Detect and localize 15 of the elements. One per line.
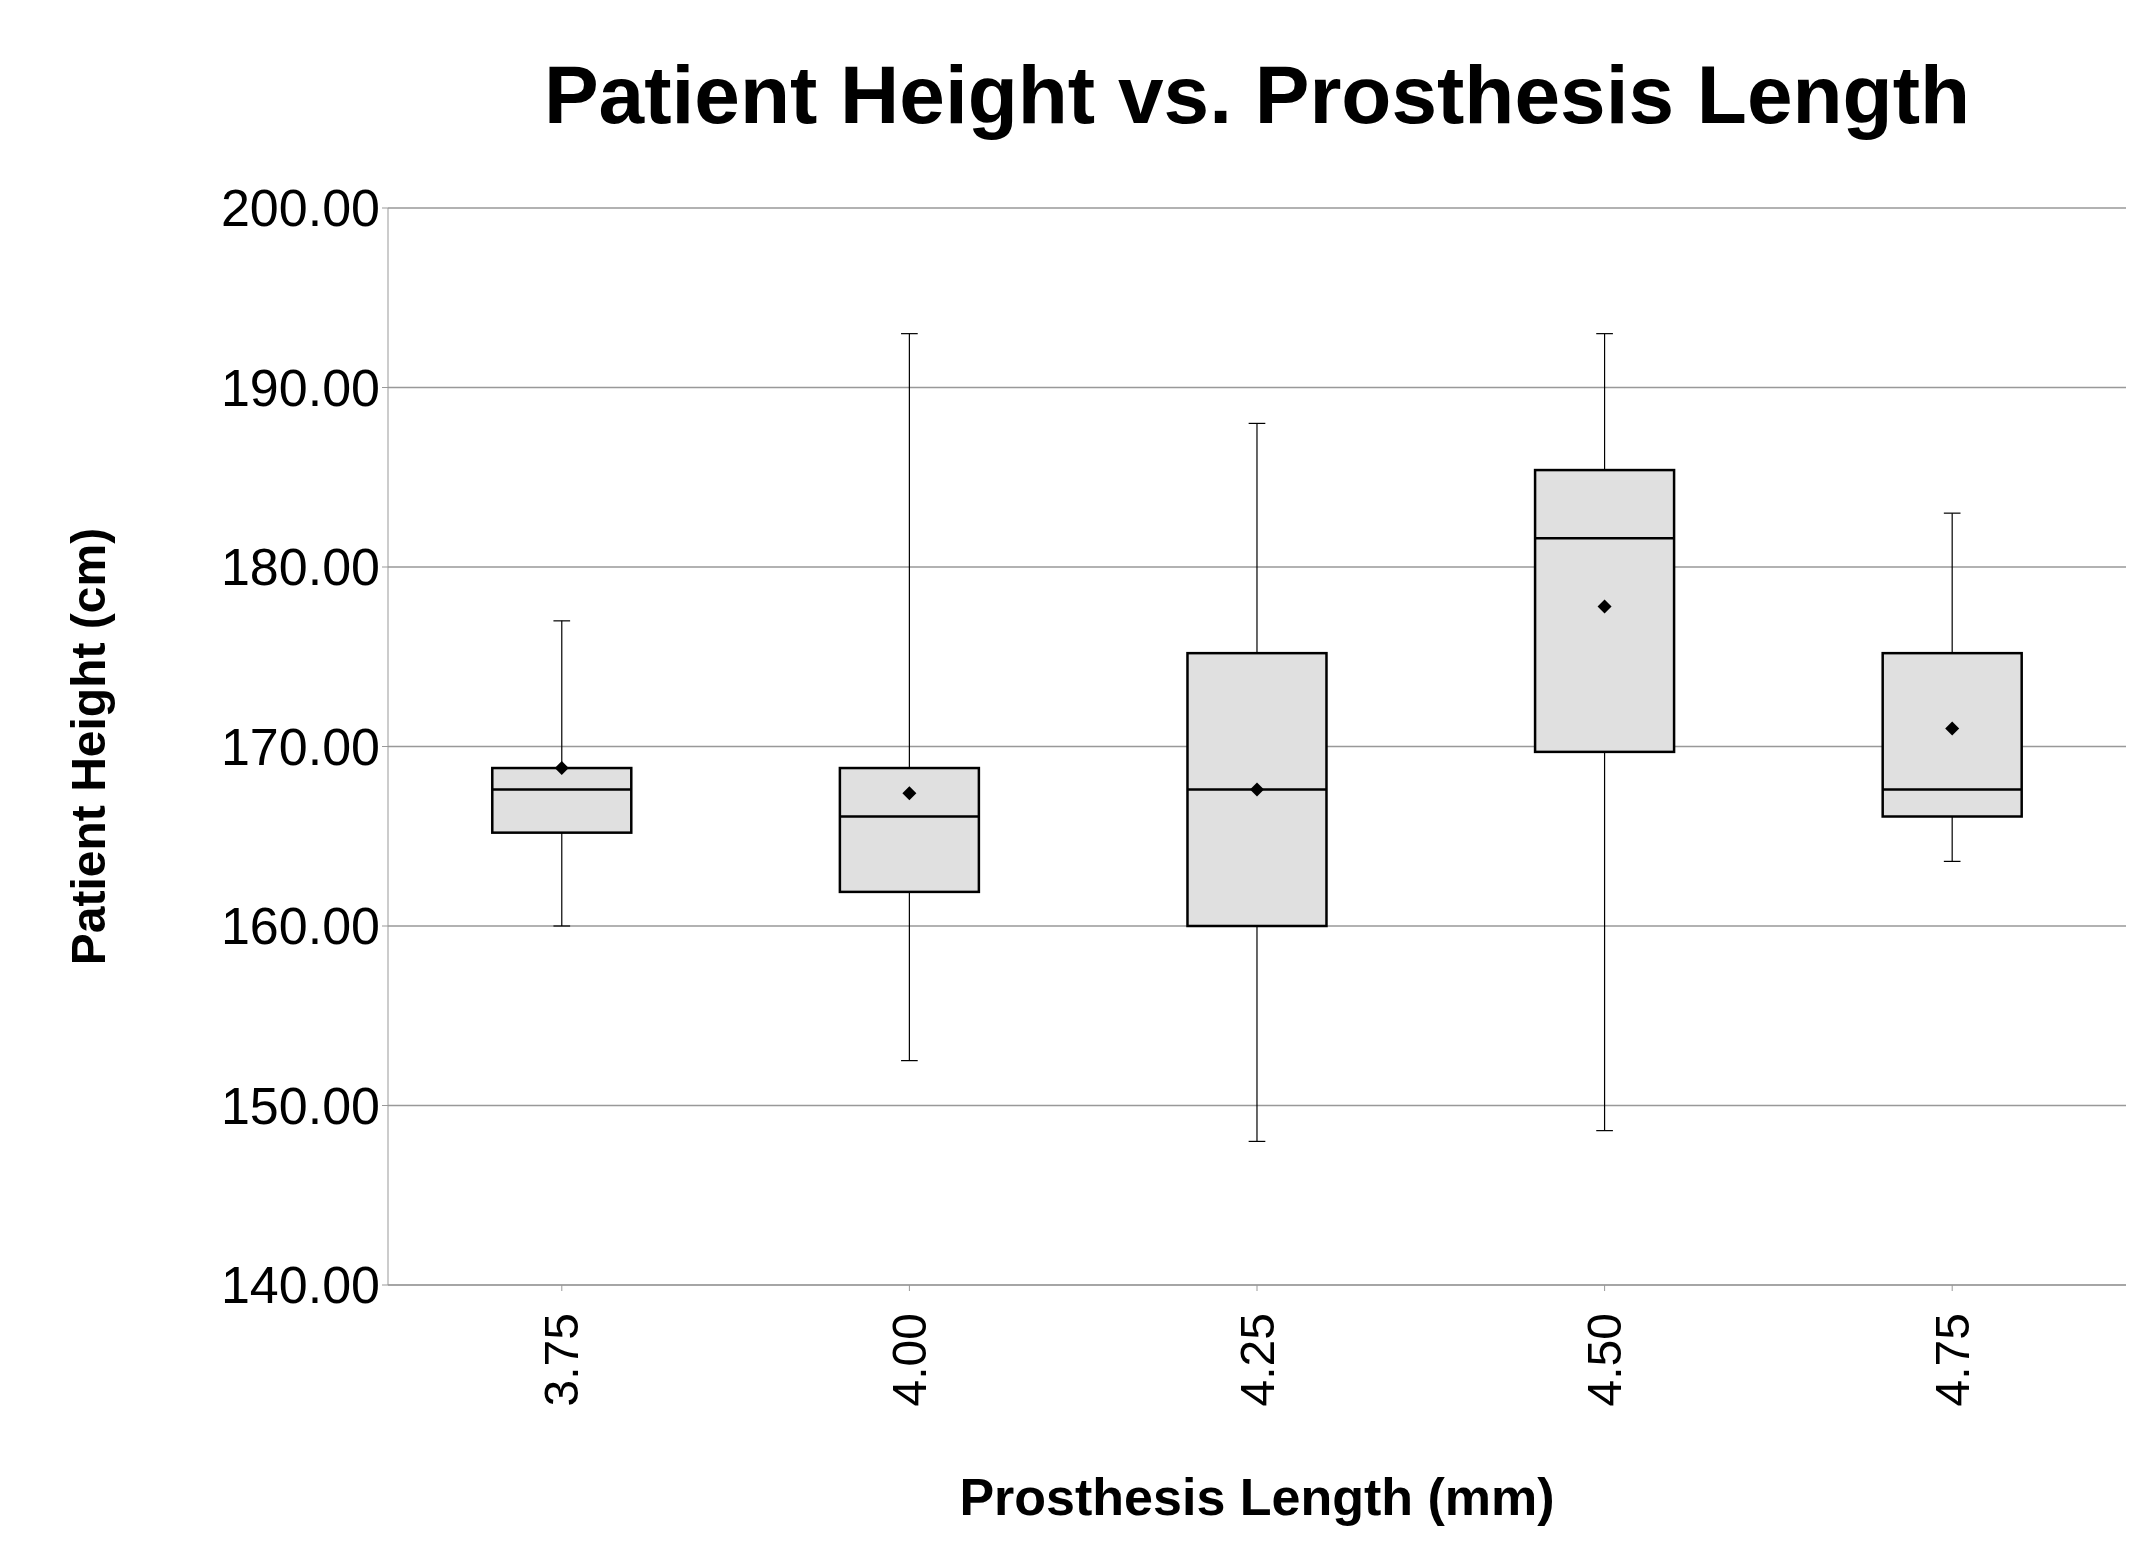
chart-title: Patient Height vs. Prosthesis Length: [542, 48, 1972, 142]
y-tick-label: 190.00: [220, 358, 380, 417]
y-tick-label: 150.00: [220, 1076, 380, 1135]
x-axis-title: Prosthesis Length (mm): [959, 1468, 1555, 1526]
x-tick-label: 4.00: [882, 1313, 936, 1407]
y-tick-label: 170.00: [220, 717, 380, 776]
y-tick-label: 180.00: [220, 538, 380, 597]
y-axis-title: Patient Height (cm): [62, 527, 116, 966]
x-tick-label: 4.25: [1230, 1313, 1284, 1407]
y-tick-label: 140.00: [220, 1256, 380, 1315]
y-tick-label: 200.00: [220, 179, 380, 238]
x-tick-label: 4.50: [1578, 1313, 1632, 1407]
x-tick-label: 4.75: [1925, 1313, 1979, 1407]
x-tick-label: 3.75: [535, 1313, 589, 1407]
y-tick-label: 160.00: [220, 897, 380, 956]
